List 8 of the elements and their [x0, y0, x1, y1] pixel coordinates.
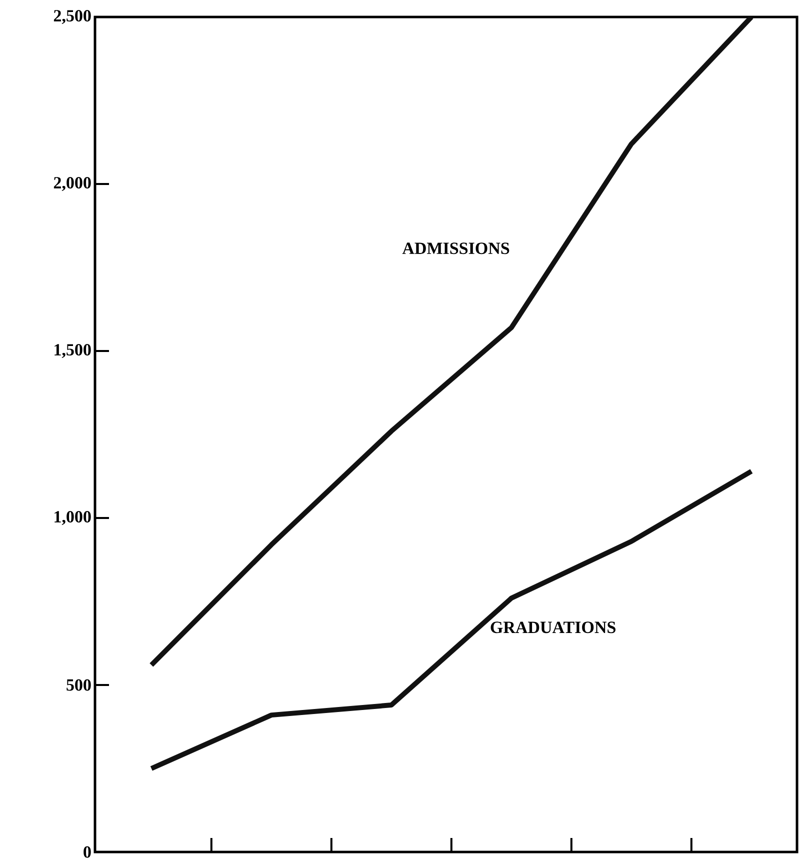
y-tick-label: 2,000 — [54, 177, 91, 191]
y-tick-label: 2,500 — [54, 10, 91, 24]
y-tick-label: 0 — [84, 846, 91, 858]
series-label: GRADUATIONS — [490, 622, 616, 634]
y-tick-label: 500 — [66, 679, 91, 691]
y-tick-label: 1,000 — [54, 511, 91, 525]
text: ADMISSIONS — [402, 242, 510, 254]
y-tick-label: 1,500 — [54, 344, 91, 358]
